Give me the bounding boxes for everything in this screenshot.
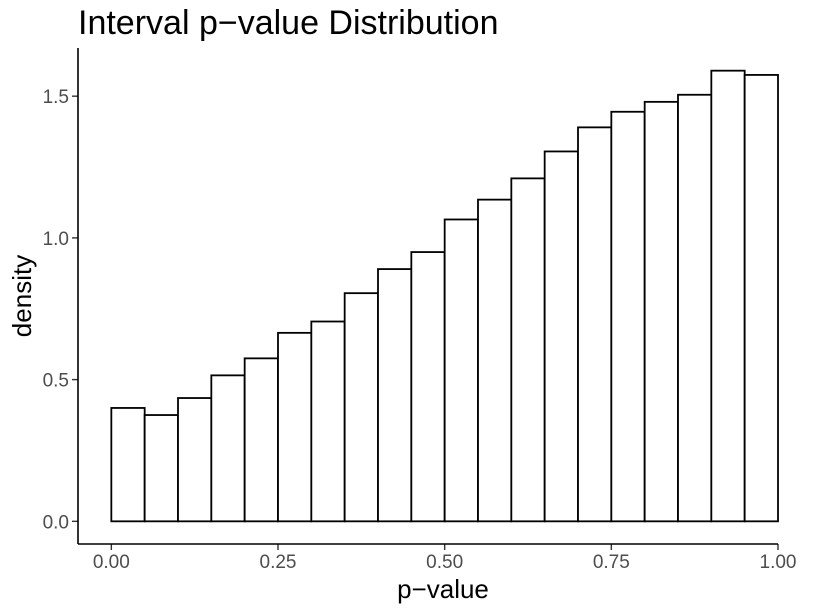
x-tick-label: 0.00 [93, 552, 130, 573]
histogram-bar [643, 100, 679, 523]
y-axis-title: density [7, 255, 37, 337]
y-tick-label: 1.5 [43, 87, 69, 108]
histogram-bar [410, 251, 446, 523]
histogram-bar [343, 292, 379, 523]
histogram-bar [177, 397, 213, 523]
chart-title: Interval p−value Distribution [78, 4, 499, 42]
y-tick-label: 0.5 [43, 371, 69, 392]
histogram-bar [477, 198, 513, 523]
histogram-bar [110, 407, 146, 523]
y-axis-ticks: 0.0 0.5 1.0 1.5 [43, 87, 78, 533]
histogram-bar [210, 374, 246, 523]
x-axis-title: p−value [397, 574, 489, 604]
histogram-bar [577, 126, 613, 523]
histogram-bar [677, 93, 713, 523]
histogram-bar [743, 74, 779, 523]
histogram-bar [243, 357, 279, 523]
y-tick-label: 0.0 [43, 512, 69, 533]
histogram-bar [443, 218, 479, 523]
histogram-bar [510, 177, 546, 523]
y-tick-label: 1.0 [43, 229, 69, 250]
histogram-bar [143, 414, 179, 523]
histogram-bar [277, 331, 313, 523]
x-tick-label: 0.75 [593, 552, 630, 573]
bars-group [110, 69, 779, 523]
x-tick-label: 0.25 [260, 552, 297, 573]
histogram-bar [543, 150, 579, 523]
histogram-bar [710, 69, 746, 523]
histogram-bar [377, 268, 413, 523]
x-tick-label: 1.00 [760, 552, 797, 573]
histogram-bar [610, 110, 646, 523]
histogram-bar [310, 320, 346, 523]
x-axis-ticks: 0.00 0.25 0.50 0.75 1.00 [93, 544, 797, 573]
x-tick-label: 0.50 [426, 552, 463, 573]
